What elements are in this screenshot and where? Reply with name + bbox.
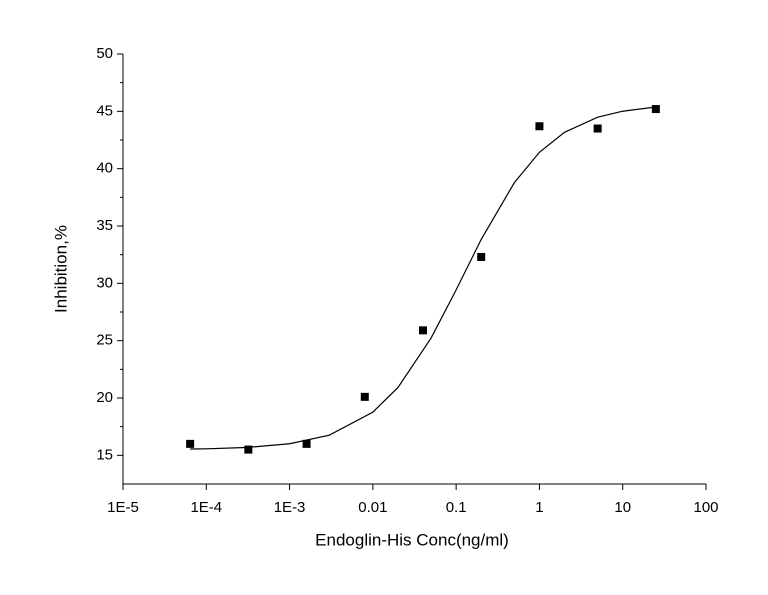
y-tick-label: 35 <box>96 217 113 234</box>
data-point <box>477 252 486 261</box>
y-axis-title: Inhibition,% <box>51 225 70 313</box>
x-tick-label: 1 <box>535 499 543 516</box>
x-axis-title: Endoglin-His Conc(ng/ml) <box>315 530 509 549</box>
y-tick-label: 30 <box>96 274 113 291</box>
data-point <box>651 105 660 114</box>
fit-curve <box>190 106 656 450</box>
x-tick-label: 100 <box>693 499 718 516</box>
x-tick-label: 10 <box>614 499 631 516</box>
y-tick-label: 25 <box>96 332 113 349</box>
y-tick-label: 50 <box>96 45 113 62</box>
data-point <box>186 439 195 448</box>
data-point <box>244 445 253 454</box>
data-point <box>535 122 544 131</box>
x-tick-label: 1E-4 <box>190 499 222 516</box>
y-tick-label: 40 <box>96 160 113 177</box>
y-tick-label: 20 <box>96 389 113 406</box>
y-tick-label: 45 <box>96 102 113 119</box>
x-tick-label: 1E-5 <box>107 499 139 516</box>
x-tick-label: 1E-3 <box>274 499 306 516</box>
data-point <box>360 392 369 401</box>
data-point <box>419 326 428 335</box>
x-tick-label: 0.1 <box>446 499 467 516</box>
y-tick-label: 15 <box>96 446 113 463</box>
data-point <box>302 439 311 448</box>
data-point <box>593 124 602 133</box>
x-tick-label: 0.01 <box>358 499 387 516</box>
